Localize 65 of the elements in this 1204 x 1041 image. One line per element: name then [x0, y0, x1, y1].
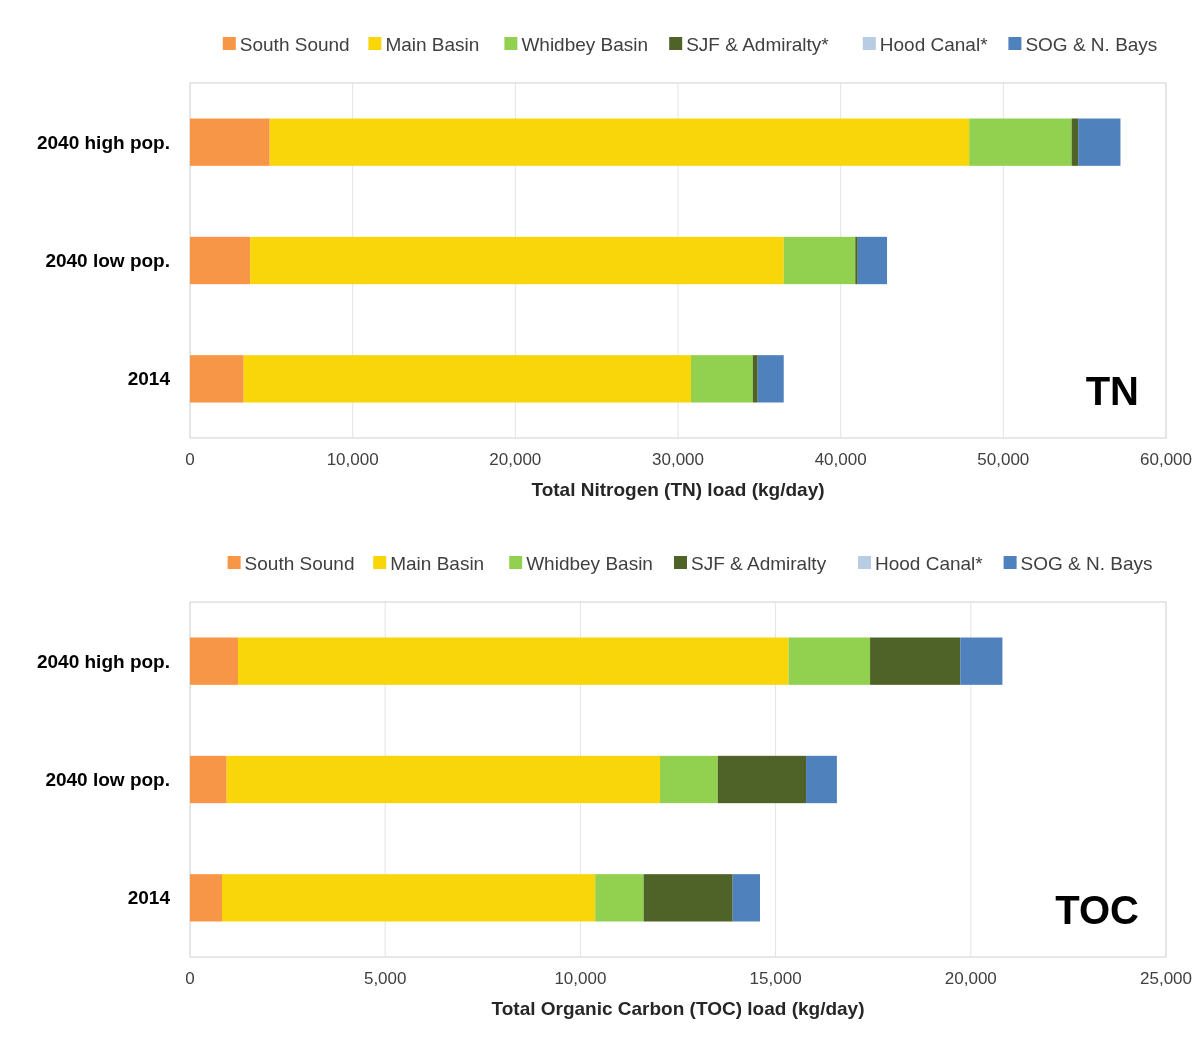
bar — [732, 874, 760, 922]
x-tick-label: 40,000 — [814, 450, 867, 469]
x-tick-label: 50,000 — [977, 450, 1030, 469]
bar — [788, 637, 871, 685]
y-tick-label: 2040 high pop. — [36, 650, 170, 672]
x-tick-label: 15,000 — [749, 969, 802, 988]
legend-label: SOG & N. Bays — [1020, 552, 1153, 574]
bar — [855, 236, 858, 285]
bar — [960, 637, 1003, 685]
bar — [870, 637, 961, 685]
x-tick-label: 5,000 — [363, 969, 407, 988]
bar — [190, 874, 223, 922]
bar — [222, 874, 596, 922]
bar — [969, 118, 1072, 166]
annotation: TN — [1085, 369, 1139, 413]
x-tick-label: 25,000 — [1140, 969, 1192, 988]
legend-label: Main Basin — [385, 33, 480, 55]
bar — [643, 874, 733, 922]
bar — [238, 637, 789, 685]
legend-label: SOG & N. Bays — [1025, 33, 1158, 55]
bar — [1071, 118, 1079, 166]
bar — [752, 355, 758, 403]
legend-label: Main Basin — [390, 552, 485, 574]
legend-label: Hood Canal* — [879, 33, 989, 55]
bar — [660, 755, 718, 804]
bar — [226, 755, 661, 804]
bar — [783, 236, 856, 285]
legend-label: Whidbey Basin — [526, 552, 653, 574]
y-tick-label: 2040 high pop. — [36, 131, 170, 153]
y-tick-label: 2040 low pop. — [45, 769, 170, 790]
y-tick-label: 2014 — [127, 887, 171, 909]
bar — [250, 236, 784, 285]
bar — [190, 755, 227, 804]
y-tick-label: 2014 — [127, 368, 171, 390]
x-axis-title: Total Nitrogen (TN) load (kg/day) — [531, 479, 825, 500]
bar — [269, 118, 970, 166]
x-tick-label: 20,000 — [489, 450, 542, 469]
bar — [243, 355, 692, 403]
x-tick-label: 10,000 — [326, 450, 379, 469]
x-tick-label: 0 — [185, 969, 195, 988]
x-tick-label: 30,000 — [652, 450, 704, 469]
bar — [857, 236, 888, 285]
legend-label: South Sound — [239, 33, 350, 55]
y-tick-label: 2040 low pop. — [45, 250, 170, 271]
x-tick-label: 60,000 — [1140, 450, 1192, 469]
legend-label: Whidbey Basin — [521, 33, 649, 55]
bar — [595, 874, 644, 922]
legend-label: Hood Canal* — [875, 552, 984, 574]
bar — [806, 755, 837, 804]
bar — [717, 755, 807, 804]
bar — [190, 355, 244, 403]
x-tick-label: 0 — [185, 450, 195, 469]
x-axis-title: Total Organic Carbon (TOC) load (kg/day) — [491, 998, 865, 1019]
legend-label: SJF & Admiralty* — [686, 33, 830, 55]
bar — [1078, 118, 1121, 166]
bar — [190, 637, 239, 685]
legend-label: South Sound — [244, 552, 355, 574]
x-tick-label: 20,000 — [944, 969, 997, 988]
bar — [757, 355, 784, 403]
x-tick-label: 10,000 — [554, 969, 607, 988]
bar — [691, 355, 753, 403]
legend-label: SJF & Admiralty — [691, 552, 827, 574]
bar — [190, 236, 251, 285]
annotation: TOC — [1055, 888, 1139, 932]
bar — [190, 118, 270, 166]
